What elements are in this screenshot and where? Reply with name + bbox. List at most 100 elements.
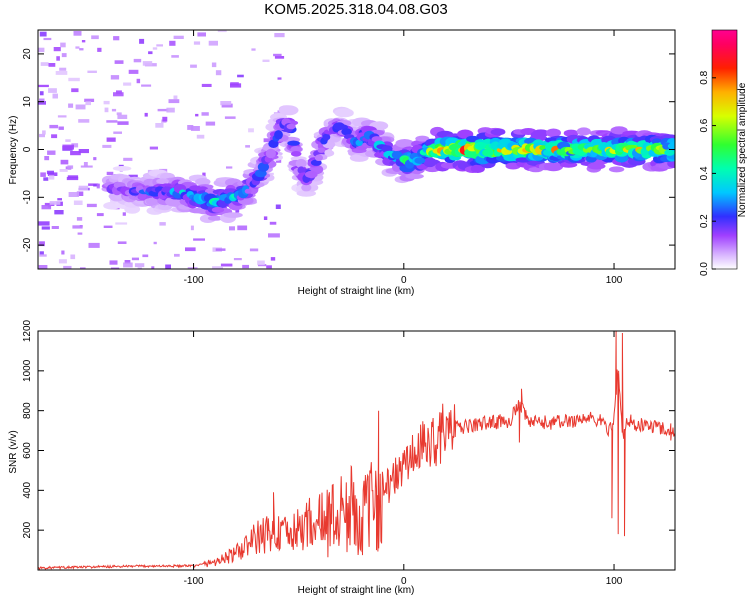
noise-speckle xyxy=(61,53,67,58)
y-tick-label: 200 xyxy=(22,521,33,538)
ridge-point xyxy=(395,139,414,148)
noise-speckle xyxy=(96,183,100,189)
noise-speckle xyxy=(67,165,74,169)
ridge-point xyxy=(145,197,159,206)
noise-speckle xyxy=(76,217,83,221)
noise-speckle xyxy=(51,226,59,229)
noise-speckle xyxy=(169,40,176,46)
noise-speckle xyxy=(66,176,79,181)
noise-speckle xyxy=(48,175,55,180)
noise-speckle xyxy=(153,241,157,245)
noise-speckle xyxy=(233,258,242,261)
noise-speckle xyxy=(166,107,175,113)
noise-speckle xyxy=(248,128,254,133)
noise-speckle xyxy=(116,112,122,116)
noise-speckle xyxy=(148,51,153,55)
noise-speckle xyxy=(229,226,235,231)
ridge-point xyxy=(355,139,363,146)
noise-speckle xyxy=(85,101,91,106)
noise-speckle xyxy=(144,112,148,117)
noise-speckle xyxy=(38,101,46,105)
noise-speckle xyxy=(190,225,194,231)
noise-speckle xyxy=(52,93,58,99)
noise-speckle xyxy=(193,41,201,45)
x-tick-label: 100 xyxy=(606,275,623,286)
noise-speckle xyxy=(43,37,52,41)
noise-speckle xyxy=(97,47,102,52)
noise-speckle xyxy=(61,250,65,255)
x-tick-label: 0 xyxy=(401,275,407,286)
noise-speckle xyxy=(212,266,223,269)
ridge-point xyxy=(310,159,322,166)
noise-speckle xyxy=(237,74,244,78)
noise-speckle xyxy=(235,209,240,213)
noise-speckle xyxy=(103,100,110,105)
noise-speckle xyxy=(49,201,61,205)
snr-line xyxy=(38,331,675,570)
noise-speckle xyxy=(57,198,62,201)
ridge-point xyxy=(286,123,296,130)
noise-speckle xyxy=(43,177,49,181)
ridge-point xyxy=(528,167,544,173)
noise-speckle xyxy=(156,44,163,47)
ridge-point xyxy=(322,133,331,141)
y-tick-label: 800 xyxy=(22,402,33,419)
noise-speckle xyxy=(39,98,45,103)
noise-speckle xyxy=(40,62,49,66)
noise-speckle xyxy=(80,267,86,269)
noise-speckle xyxy=(133,58,142,63)
ridge-point xyxy=(274,130,283,140)
y-tick-label: 400 xyxy=(22,482,33,499)
noise-speckle xyxy=(275,158,282,163)
noise-speckle xyxy=(157,108,169,112)
noise-speckle xyxy=(195,113,199,117)
noise-speckle xyxy=(48,88,57,93)
noise-speckle xyxy=(237,225,248,231)
spectrogram-ylabel: Frequency (Hz) xyxy=(8,116,19,185)
noise-speckle xyxy=(168,99,180,104)
noise-speckle xyxy=(173,95,178,100)
noise-speckle xyxy=(162,116,168,122)
noise-speckle xyxy=(59,67,67,71)
noise-speckle xyxy=(197,32,206,37)
noise-speckle xyxy=(39,31,47,37)
noise-speckle xyxy=(65,139,71,142)
noise-speckle xyxy=(38,84,49,88)
noise-speckle xyxy=(41,205,52,210)
noise-speckle xyxy=(220,101,232,106)
noise-speckle xyxy=(109,260,118,265)
ridge-point xyxy=(423,157,437,168)
ridge-point xyxy=(195,178,211,186)
noise-speckle xyxy=(173,35,184,39)
colorbar-ticks: 0.0 0.2 0.4 0.6 0.8 xyxy=(699,70,716,276)
y-tick-label: 1200 xyxy=(22,319,33,342)
noise-speckle xyxy=(274,33,285,38)
ridge-point xyxy=(223,212,243,218)
noise-speckle xyxy=(196,134,205,139)
noise-speckle xyxy=(128,174,138,178)
noise-speckle xyxy=(49,124,59,129)
noise-speckle xyxy=(104,107,109,113)
colorbar: 0.0 0.2 0.4 0.6 0.8 Normalized spectral ampl… xyxy=(699,29,748,276)
noise-speckle xyxy=(79,48,84,51)
noise-speckle xyxy=(174,253,180,257)
noise-speckle xyxy=(190,126,200,131)
noise-speckle xyxy=(54,210,64,215)
noise-speckle xyxy=(84,98,95,102)
noise-speckle xyxy=(78,149,89,154)
noise-speckle xyxy=(39,251,44,255)
x-tick-label: 0 xyxy=(401,576,407,587)
ridge-point xyxy=(287,140,300,146)
noise-speckle xyxy=(274,56,285,59)
noise-speckle xyxy=(263,138,273,143)
noise-speckle xyxy=(40,172,46,177)
x-tick-label: 100 xyxy=(606,576,623,587)
ridge-point xyxy=(664,149,675,156)
noise-speckle xyxy=(72,225,83,229)
noise-speckle xyxy=(55,71,68,75)
noise-speckle xyxy=(60,159,69,165)
noise-speckle xyxy=(245,145,250,148)
y-tick-label: -20 xyxy=(22,237,33,252)
ridge-point xyxy=(317,147,326,153)
